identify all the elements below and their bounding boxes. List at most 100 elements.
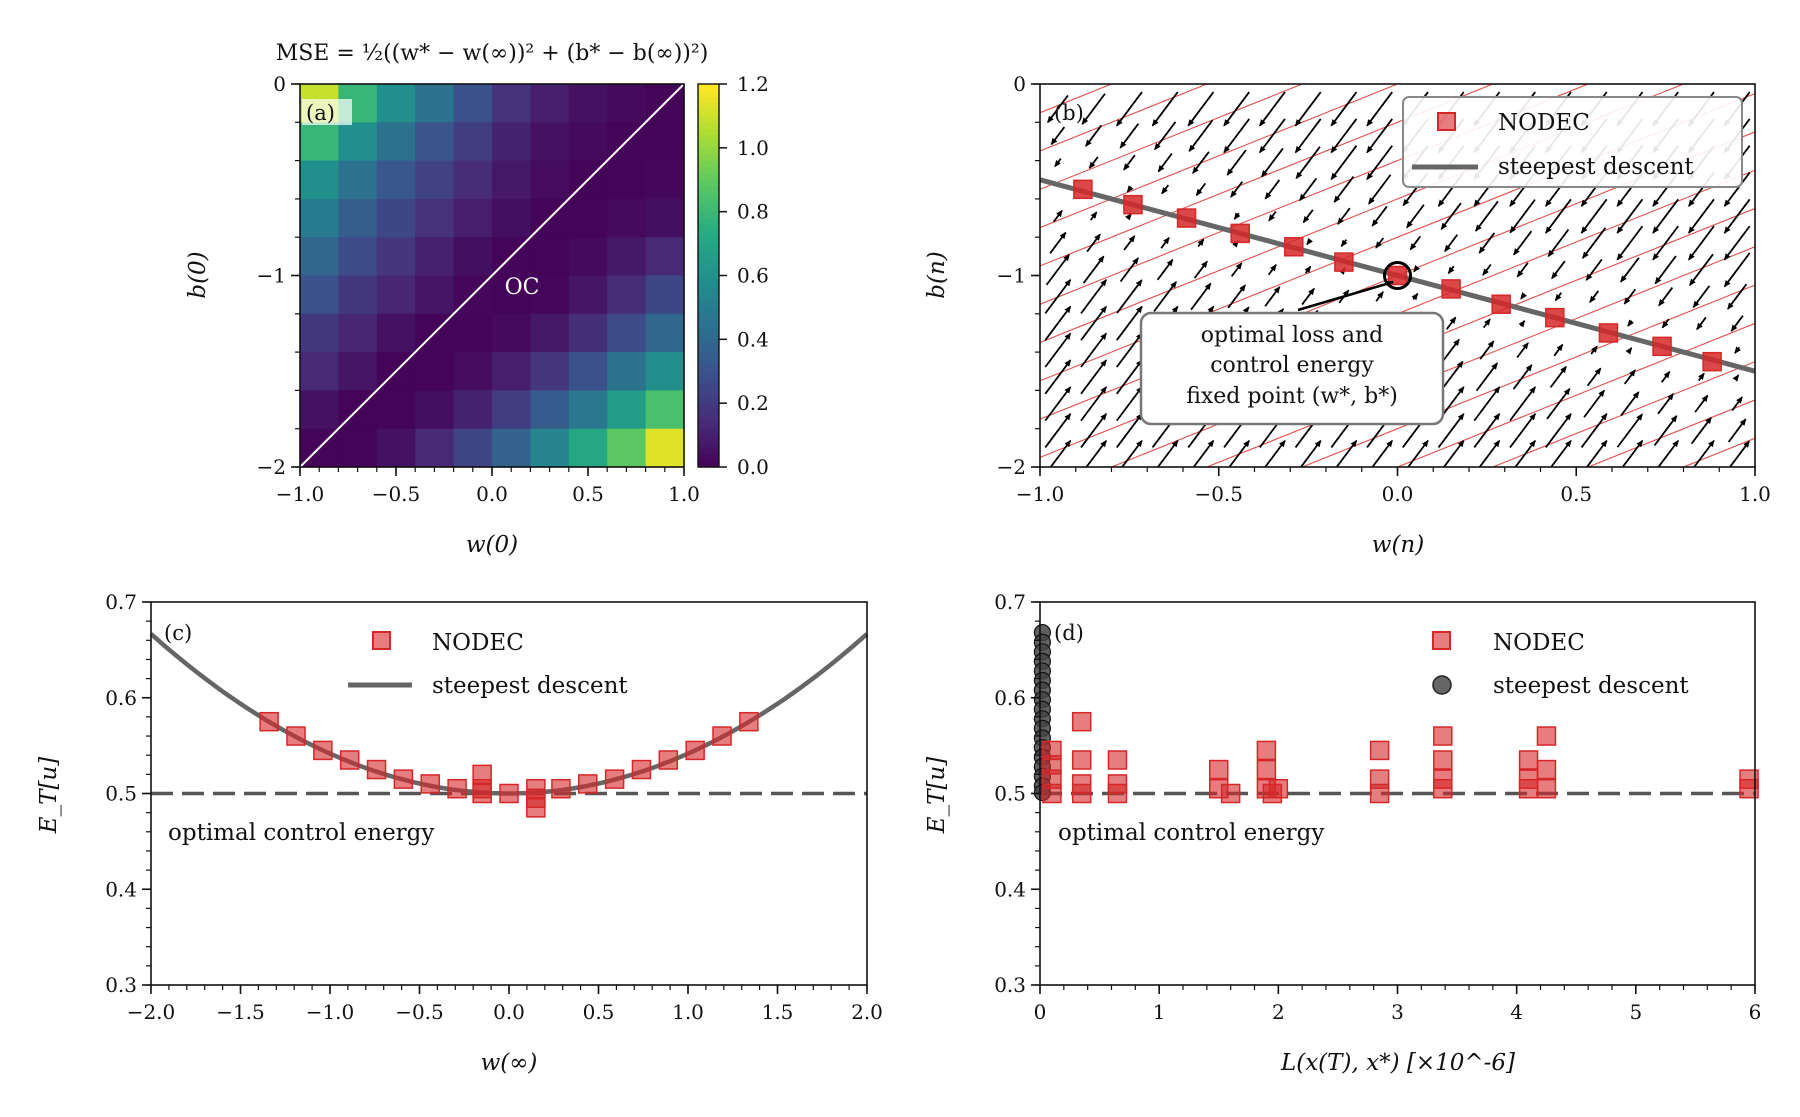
quiver-arrow — [1119, 123, 1140, 149]
quiver-arrow — [1116, 305, 1143, 341]
quiver-arrow — [1580, 198, 1608, 234]
quiver-arrow — [1192, 439, 1215, 467]
colorbar-segment — [698, 141, 719, 149]
heatmap-cell — [376, 275, 416, 315]
heatmap-cell — [338, 160, 378, 200]
quiver-arrow — [1230, 262, 1243, 277]
quiver-arrow — [1294, 118, 1322, 154]
panel-d-legend: NODEC steepest descent — [1432, 630, 1689, 699]
quiver-arrow — [1411, 292, 1419, 301]
quiver-arrow — [1294, 91, 1322, 127]
colorbar-segment — [698, 447, 719, 455]
colorbar-tick-label: 0.4 — [737, 327, 769, 351]
quiver-arrow — [1226, 149, 1247, 176]
x-tick-label: −1.0 — [1016, 482, 1065, 506]
quiver-arrow — [1301, 287, 1315, 306]
colorbar-segment — [698, 358, 719, 366]
quiver-arrow — [1223, 118, 1250, 154]
colorbar-segment — [698, 371, 719, 379]
field-line — [933, 472, 1800, 845]
quiver-arrow — [1516, 262, 1529, 278]
quiver-arrow — [1690, 416, 1712, 445]
quiver-arrow — [1697, 372, 1705, 382]
field-line — [1491, 361, 1755, 467]
quiver-arrow — [1723, 225, 1751, 261]
legend-nodec-marker — [1432, 631, 1451, 650]
colorbar-segment — [698, 396, 719, 404]
nodec-point — [447, 778, 467, 799]
quiver-arrow — [1054, 158, 1062, 168]
quiver-arrow — [1375, 291, 1384, 302]
heatmap-cell — [530, 313, 570, 353]
heatmap-cell — [376, 84, 416, 123]
quiver-arrow — [1126, 185, 1134, 193]
heatmap-cell — [492, 428, 531, 468]
x-tick-label: 0.0 — [476, 482, 508, 506]
y-tick-label: −1 — [997, 264, 1026, 288]
quiver-arrow — [1509, 413, 1536, 448]
colorbar-segment — [698, 313, 719, 321]
heatmap-cell — [338, 122, 378, 162]
quiver-arrow — [1509, 386, 1536, 422]
legend-frame — [1402, 96, 1743, 188]
colorbar-segment — [698, 345, 719, 353]
quiver-arrow — [1482, 318, 1491, 329]
quiver-arrow — [1233, 212, 1241, 220]
heatmap-cell — [338, 313, 378, 353]
y-tick-label: 0.3 — [994, 973, 1026, 997]
quiver-arrow — [1730, 315, 1744, 332]
quiver-arrow — [1052, 209, 1063, 223]
nodec-point — [1491, 294, 1511, 314]
quiver-arrow — [1050, 126, 1066, 146]
x-tick-label: −1.0 — [276, 482, 325, 506]
field-line — [933, 0, 1800, 41]
quiver-arrow — [1652, 198, 1679, 234]
colorbar-segment — [698, 307, 719, 315]
quiver-arrow — [1086, 233, 1101, 253]
heatmap-cell — [415, 237, 455, 277]
quiver-arrow — [1306, 237, 1313, 246]
heatmap-cell — [530, 428, 570, 468]
field-line — [1040, 84, 1685, 344]
quiver-arrow — [1116, 332, 1143, 368]
quiver-arrow — [1616, 413, 1643, 448]
quiver-arrow — [1545, 198, 1572, 234]
colorbar-segment — [698, 115, 719, 123]
legend-nodec-label: NODEC — [1493, 630, 1585, 656]
colorbar-segment — [698, 435, 719, 443]
quiver-arrow — [1442, 338, 1460, 362]
quiver-arrow — [1085, 124, 1103, 147]
quiver-arrow — [1723, 198, 1751, 234]
colorbar-segment — [698, 390, 719, 398]
quiver-arrow — [1658, 287, 1674, 307]
heatmap-cell — [376, 237, 416, 277]
colorbar-segment — [698, 173, 719, 181]
heatmap-cell — [300, 122, 339, 162]
field-line — [1682, 437, 1755, 467]
quiver-arrow — [1616, 225, 1644, 261]
nodec-point — [1107, 750, 1128, 770]
legend-nodec-label: NODEC — [432, 630, 524, 656]
quiver-arrow — [1116, 279, 1143, 314]
colorbar-segment — [698, 377, 719, 385]
nodec-point — [604, 769, 625, 789]
nodec-point — [1230, 223, 1250, 244]
quiver-arrow — [1479, 340, 1495, 360]
quiver-arrow — [1473, 386, 1501, 422]
quiver-arrow — [1553, 343, 1564, 357]
quiver-arrow — [1549, 365, 1567, 388]
quiver-arrow — [1302, 209, 1314, 224]
nodec-point — [1545, 307, 1565, 328]
quiver-arrow — [1731, 396, 1743, 411]
nodec-point — [286, 726, 306, 746]
heatmap-cell — [376, 428, 416, 468]
quiver-arrow — [1330, 91, 1358, 127]
heatmap-cell — [607, 313, 647, 353]
quiver-arrow — [1692, 285, 1711, 309]
nodec-point — [1256, 740, 1277, 761]
x-tick-label: 1.0 — [668, 482, 700, 506]
nodec-point — [393, 769, 414, 789]
colorbar-segment — [698, 326, 719, 334]
panel-c-xlabel: w(∞) — [481, 1050, 538, 1076]
heatmap-cell — [568, 84, 608, 123]
